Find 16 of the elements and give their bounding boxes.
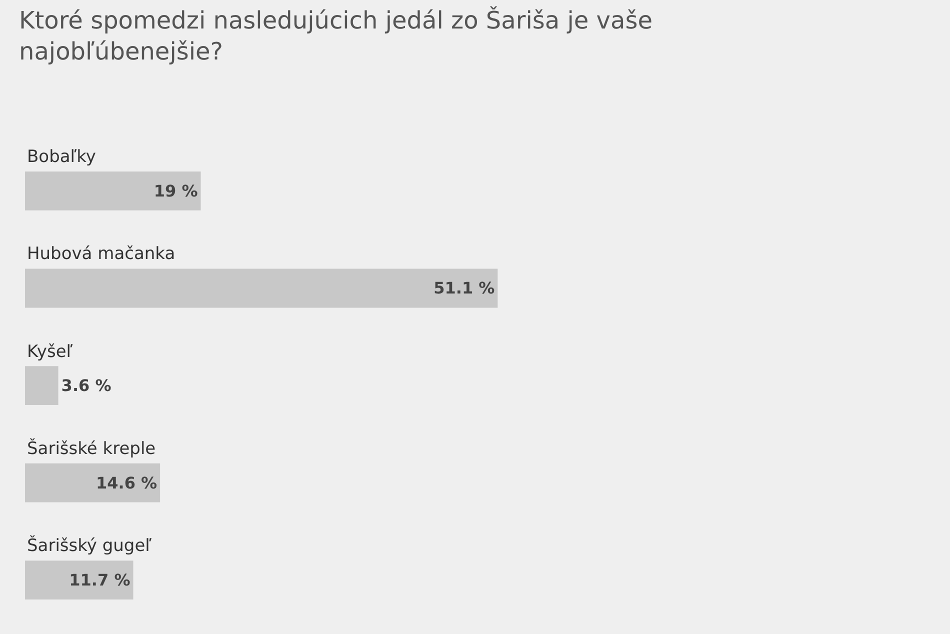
bar — [25, 366, 58, 405]
data-label: 14.6 % — [96, 473, 158, 492]
data-label: 11.7 % — [69, 570, 130, 590]
chart-title: Ktoré spomedzi nasledujúcich jedál zo Šariša je vaše najobľúbenejšie? — [19, 6, 652, 66]
y-tick-label: Hubová mačanka — [27, 244, 176, 264]
bar — [25, 172, 201, 210]
y-tick-label: Šarišské kreple — [27, 438, 156, 459]
data-label: 19 % — [154, 181, 198, 200]
data-label: 51.1 % — [434, 278, 495, 298]
y-tick-label: Kyšeľ — [27, 342, 74, 362]
y-tick-label: Bobaľky — [27, 147, 96, 167]
y-tick-label: Šarišský gugeľ — [27, 535, 152, 556]
data-label: 3.6 % — [61, 376, 112, 396]
bar — [25, 463, 160, 502]
bar — [25, 268, 498, 308]
bar — [25, 560, 134, 600]
